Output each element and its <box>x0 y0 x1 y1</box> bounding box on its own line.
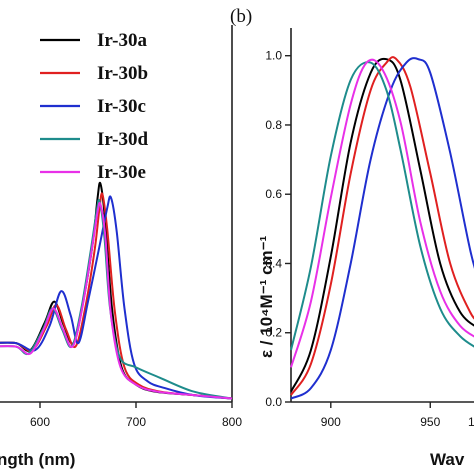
panel-b-y-axis-title: ε / 10⁴M⁻¹ cm⁻¹ <box>257 235 276 358</box>
panel-b-y-tick-label: 0.0 <box>265 395 282 409</box>
panel-b-x-axis-title: Wav <box>430 450 465 469</box>
panel-b-y-tick-label: 0.8 <box>265 118 282 132</box>
panel-b-x-tick-label: 950 <box>420 415 440 429</box>
legend-label-ir-30e: Ir-30e <box>97 162 146 183</box>
panel-b-series-line-ir-30c <box>290 57 474 400</box>
panel-b-series-line-ir-30e <box>290 58 474 368</box>
panel-a-series <box>0 181 233 400</box>
legend: Ir-30a Ir-30b Ir-30c Ir-30d Ir-30e <box>40 30 148 183</box>
panel-b-y-tick-label: 0.6 <box>265 187 282 201</box>
panel-a-x-tick-label: 800 <box>222 415 242 429</box>
panel-a-absorption-chart: 600 700 800 ngth (nm) Ir-30aIr-30bIr-30cIr… <box>0 25 242 469</box>
panel-a-x-tick-label: 700 <box>126 415 146 429</box>
panel-b-series-line-ir-30a <box>290 57 474 393</box>
panel-b-spectrum-chart: (b) 0.0 0.2 0.4 0.6 0.8 1.0 900 950 ε / 10⁴M⁻¹… <box>230 6 474 469</box>
panel-a-series-line-ir-30c <box>0 195 233 400</box>
panel-b-cropped-tick-label: 1 <box>468 415 474 429</box>
panel-b-label: (b) <box>230 6 252 27</box>
panel-b-series <box>290 56 474 400</box>
panel-b-series-line-ir-30d <box>290 61 474 351</box>
panel-b-series-line-ir-30b <box>290 56 474 396</box>
panel-a-series-line-ir-30e <box>0 201 233 400</box>
legend-label-ir-30c: Ir-30c <box>97 96 146 117</box>
panel-a-x-tick-label: 600 <box>30 415 50 429</box>
legend-label-ir-30a: Ir-30a <box>97 30 147 51</box>
panel-b-x-ticks: 900 950 <box>321 402 441 429</box>
panel-b-x-tick-label: 900 <box>321 415 341 429</box>
panel-b-y-tick-label: 0.2 <box>265 326 282 340</box>
panel-a-x-ticks: 600 700 800 <box>30 402 242 429</box>
panel-a-series-line-ir-30a <box>0 181 233 400</box>
panel-b-y-tick-label: 0.4 <box>265 256 282 270</box>
panel-b-y-tick-label: 1.0 <box>265 49 282 63</box>
panel-b-y-ticks: 0.0 0.2 0.4 0.6 0.8 1.0 <box>265 49 291 409</box>
legend-label-ir-30d: Ir-30d <box>97 129 148 150</box>
panel-a-series-line-ir-30b <box>0 192 233 400</box>
panel-a-x-axis-title: ngth (nm) <box>0 450 75 469</box>
legend-label-ir-30b: Ir-30b <box>97 63 148 84</box>
